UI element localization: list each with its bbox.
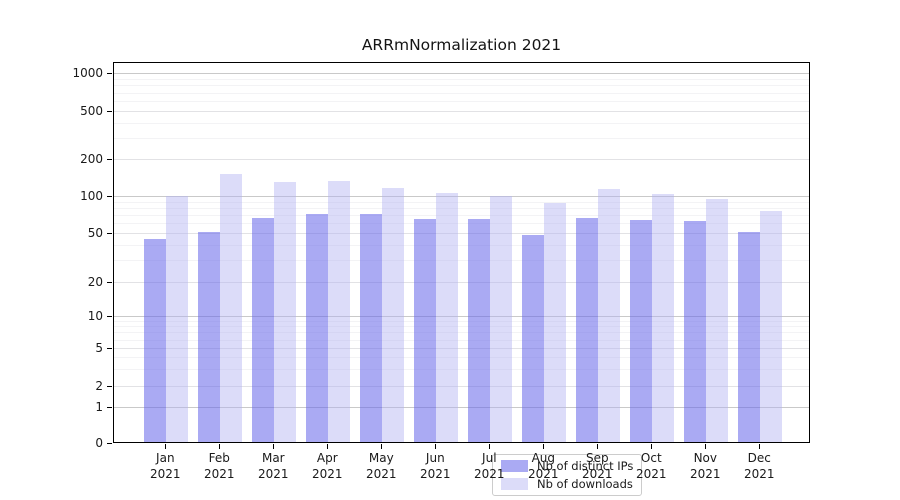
bar-downloads-apr-2021 (328, 180, 351, 442)
gridline-minor (114, 101, 809, 102)
gridline-minor (114, 207, 809, 209)
x-tick-label-dec: Dec 2021 (744, 451, 775, 481)
bar-distinct-ips-may-2021 (360, 214, 383, 442)
gridline-minor (114, 92, 809, 94)
x-tick-mark (489, 444, 491, 449)
gridline-100 (114, 196, 809, 197)
x-tick-label-apr: Apr 2021 (312, 451, 343, 481)
y-tick-mark (107, 196, 112, 197)
legend-item-downloads: Nb of downloads (501, 476, 633, 492)
bar-downloads-sep-2021 (598, 189, 621, 442)
x-tick-label-mar: Mar 2021 (258, 451, 289, 481)
y-tick-mark (107, 348, 112, 349)
bar-distinct-ips-nov-2021 (684, 220, 707, 442)
x-tick-mark (381, 444, 383, 449)
gridline-1000 (114, 73, 809, 74)
legend-swatch-distinct-ips (501, 460, 528, 472)
y-tick-mark (107, 443, 112, 444)
x-tick-label-nov: Nov 2021 (690, 451, 721, 481)
x-tick-mark (597, 444, 599, 449)
y-tick-label-1: 1 (95, 400, 103, 414)
bar-downloads-feb-2021 (220, 174, 243, 442)
gridline-200 (114, 159, 809, 160)
y-tick-mark (107, 407, 112, 408)
x-tick-mark (705, 444, 707, 449)
bar-downloads-jan-2021 (166, 196, 189, 442)
y-tick-label-5: 5 (95, 341, 103, 355)
y-tick-label-0: 0 (95, 436, 103, 450)
y-tick-label-20: 20 (87, 275, 103, 289)
y-tick-mark (107, 316, 112, 317)
y-tick-label-200: 200 (80, 152, 103, 166)
bar-distinct-ips-apr-2021 (306, 213, 329, 442)
x-tick-label-feb: Feb 2021 (204, 451, 235, 481)
x-tick-mark (759, 444, 761, 449)
bar-distinct-ips-sep-2021 (576, 218, 599, 442)
bar-distinct-ips-feb-2021 (198, 231, 221, 442)
legend-label-downloads: Nb of downloads (537, 477, 633, 491)
gridline-minor (114, 201, 809, 203)
bar-distinct-ips-mar-2021 (252, 218, 275, 442)
legend-item-distinct-ips: Nb of distinct IPs (501, 458, 633, 474)
x-tick-mark (273, 444, 275, 449)
bar-downloads-nov-2021 (706, 198, 729, 442)
chart-title: ARRmNormalization 2021 (361, 36, 562, 54)
y-tick-label-50: 50 (87, 226, 103, 240)
bar-downloads-may-2021 (382, 188, 405, 442)
x-tick-mark (543, 444, 545, 449)
gridline-minor (114, 122, 809, 124)
y-tick-label-1000: 1000 (72, 66, 103, 80)
y-tick-label-500: 500 (80, 104, 103, 118)
bar-downloads-mar-2021 (274, 182, 297, 442)
x-tick-label-jun: Jun 2021 (420, 451, 451, 481)
bar-distinct-ips-aug-2021 (522, 235, 545, 442)
y-tick-mark (107, 111, 112, 112)
x-tick-label-jan: Jan 2021 (150, 451, 181, 481)
plot-area: Nb of distinct IPs Nb of downloads (113, 62, 810, 496)
gridline-500 (114, 111, 809, 112)
bar-downloads-dec-2021 (760, 211, 783, 442)
bar-downloads-oct-2021 (652, 193, 675, 442)
bar-distinct-ips-jun-2021 (414, 219, 437, 442)
bar-distinct-ips-jul-2021 (468, 219, 491, 442)
legend-swatch-downloads (501, 478, 528, 490)
gridline-minor (114, 85, 809, 87)
x-tick-mark (327, 444, 329, 449)
bar-downloads-jul-2021 (490, 196, 513, 442)
x-tick-label-jul: Jul 2021 (474, 451, 505, 481)
x-tick-label-aug: Aug 2021 (528, 451, 559, 481)
bar-distinct-ips-dec-2021 (738, 231, 761, 442)
x-tick-mark (435, 444, 437, 449)
y-tick-label-10: 10 (87, 309, 103, 323)
x-tick-mark (165, 444, 167, 449)
bar-downloads-jun-2021 (436, 192, 459, 442)
bar-distinct-ips-oct-2021 (630, 219, 653, 442)
gridline-minor (114, 215, 809, 217)
bar-distinct-ips-jan-2021 (144, 238, 167, 442)
y-tick-label-2: 2 (95, 379, 103, 393)
legend-label-distinct-ips: Nb of distinct IPs (537, 459, 634, 473)
x-tick-mark (651, 444, 653, 449)
y-tick-mark (107, 73, 112, 74)
gridline-minor (114, 137, 809, 139)
y-tick-label-100: 100 (80, 189, 103, 203)
x-tick-label-may: May 2021 (366, 451, 397, 481)
gridline-minor (114, 78, 809, 80)
y-tick-mark (107, 233, 112, 234)
x-tick-label-sep: Sep 2021 (582, 451, 613, 481)
legend: Nb of distinct IPs Nb of downloads (492, 454, 643, 496)
y-tick-mark (107, 386, 112, 387)
y-tick-mark (107, 282, 112, 283)
x-tick-label-oct: Oct 2021 (636, 451, 667, 481)
y-tick-mark (107, 159, 112, 160)
bar-downloads-aug-2021 (544, 202, 567, 442)
x-tick-mark (219, 444, 221, 449)
